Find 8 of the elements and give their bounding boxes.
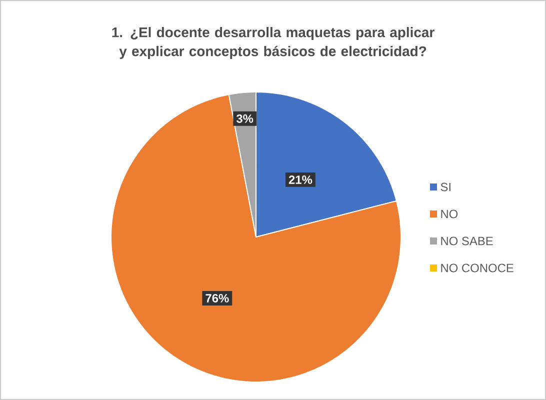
- legend-label: NO: [441, 210, 458, 218]
- data-label: 76%: [206, 294, 229, 302]
- chart-title: 1. ¿El docente desarrolla maquetas para aplicar y explicar conceptos básicos de electricidad?: [112, 27, 434, 59]
- legend-label: NO CONOCE: [441, 264, 514, 272]
- data-label: 3%: [236, 114, 254, 123]
- data-label: 21%: [288, 175, 312, 184]
- legend-label: SI: [440, 182, 450, 192]
- legend-label: NO SABE: [441, 236, 493, 246]
